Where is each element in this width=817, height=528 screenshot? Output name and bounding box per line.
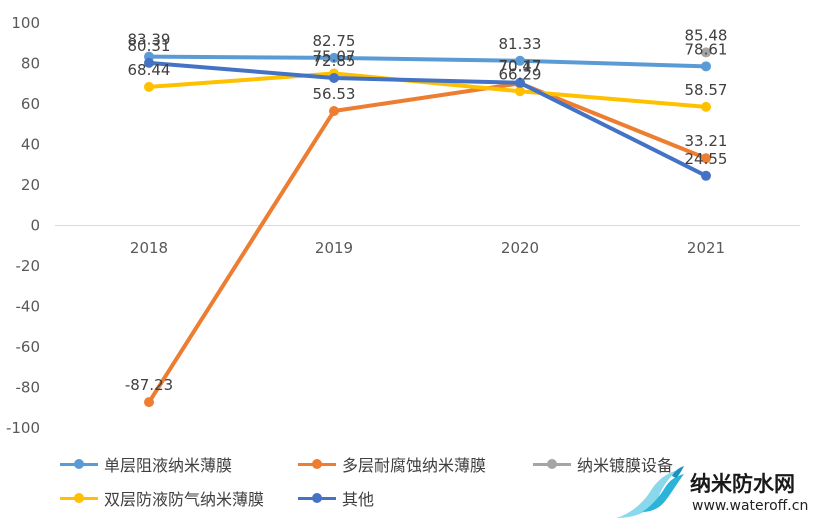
watermark-url: www.wateroff.cn [692, 498, 809, 514]
data-label-3: 66.29 [499, 65, 542, 83]
data-label-4: 80.31 [128, 37, 171, 55]
series-line-0 [147, 54, 708, 69]
watermark-logo: 纳米防水网 www.wateroff.cn [612, 462, 812, 524]
data-label-1: 70.17 [499, 57, 542, 75]
series-point-1 [144, 397, 154, 408]
series-point-3 [515, 86, 525, 97]
data-label-1: 56.53 [313, 85, 356, 103]
data-label-0: 82.75 [313, 32, 356, 50]
series-point-0 [515, 55, 525, 66]
series-point-4 [329, 72, 339, 83]
y-tick-label: 40 [21, 136, 40, 154]
data-label-4: 24.55 [685, 150, 728, 168]
series-point-4 [701, 170, 711, 181]
y-tick-label: 100 [11, 14, 40, 32]
y-tick-label: -40 [16, 298, 41, 316]
y-tick-label: -20 [16, 257, 41, 275]
y-tick-label: -60 [16, 338, 41, 356]
y-tick-label: -80 [16, 379, 41, 397]
series-point-1 [329, 106, 339, 117]
watermark-brand: 纳米防水网 [690, 472, 795, 496]
x-tick-label: 2020 [501, 239, 539, 257]
data-label-3: 68.44 [128, 61, 171, 79]
x-tick-label: 2021 [687, 239, 725, 257]
x-tick-label: 2019 [315, 239, 353, 257]
series-line-1 [147, 81, 708, 405]
y-tick-label: 20 [21, 176, 40, 194]
y-tick-label: -100 [6, 419, 40, 437]
series-point-3 [701, 101, 711, 112]
data-label-4: 72.85 [313, 52, 356, 70]
series-line-4 [147, 60, 708, 178]
data-label-1: 33.21 [685, 132, 728, 150]
data-label-0: 83.39 [128, 31, 171, 49]
data-label-4: 70.47 [499, 57, 542, 75]
data-label-3: 75.07 [313, 47, 356, 65]
y-tick-label: 60 [21, 95, 40, 113]
series-point-3 [144, 81, 154, 92]
data-label-1: -87.23 [125, 376, 173, 394]
series-point-0 [329, 52, 339, 63]
data-label-3: 58.57 [685, 81, 728, 99]
series-point-4 [515, 77, 525, 88]
data-label-2: 85.48 [685, 26, 728, 44]
y-tick-label: 80 [21, 55, 40, 73]
data-label-0: 78.61 [685, 40, 728, 58]
series-point-1 [701, 153, 711, 164]
series-point-2 [701, 47, 711, 58]
y-tick-label: 0 [30, 217, 40, 235]
x-tick-label: 2018 [130, 239, 168, 257]
water-splash-icon [616, 466, 684, 518]
series-point-4 [144, 57, 154, 68]
data-label-0: 81.33 [499, 35, 542, 53]
series-point-0 [701, 61, 711, 72]
